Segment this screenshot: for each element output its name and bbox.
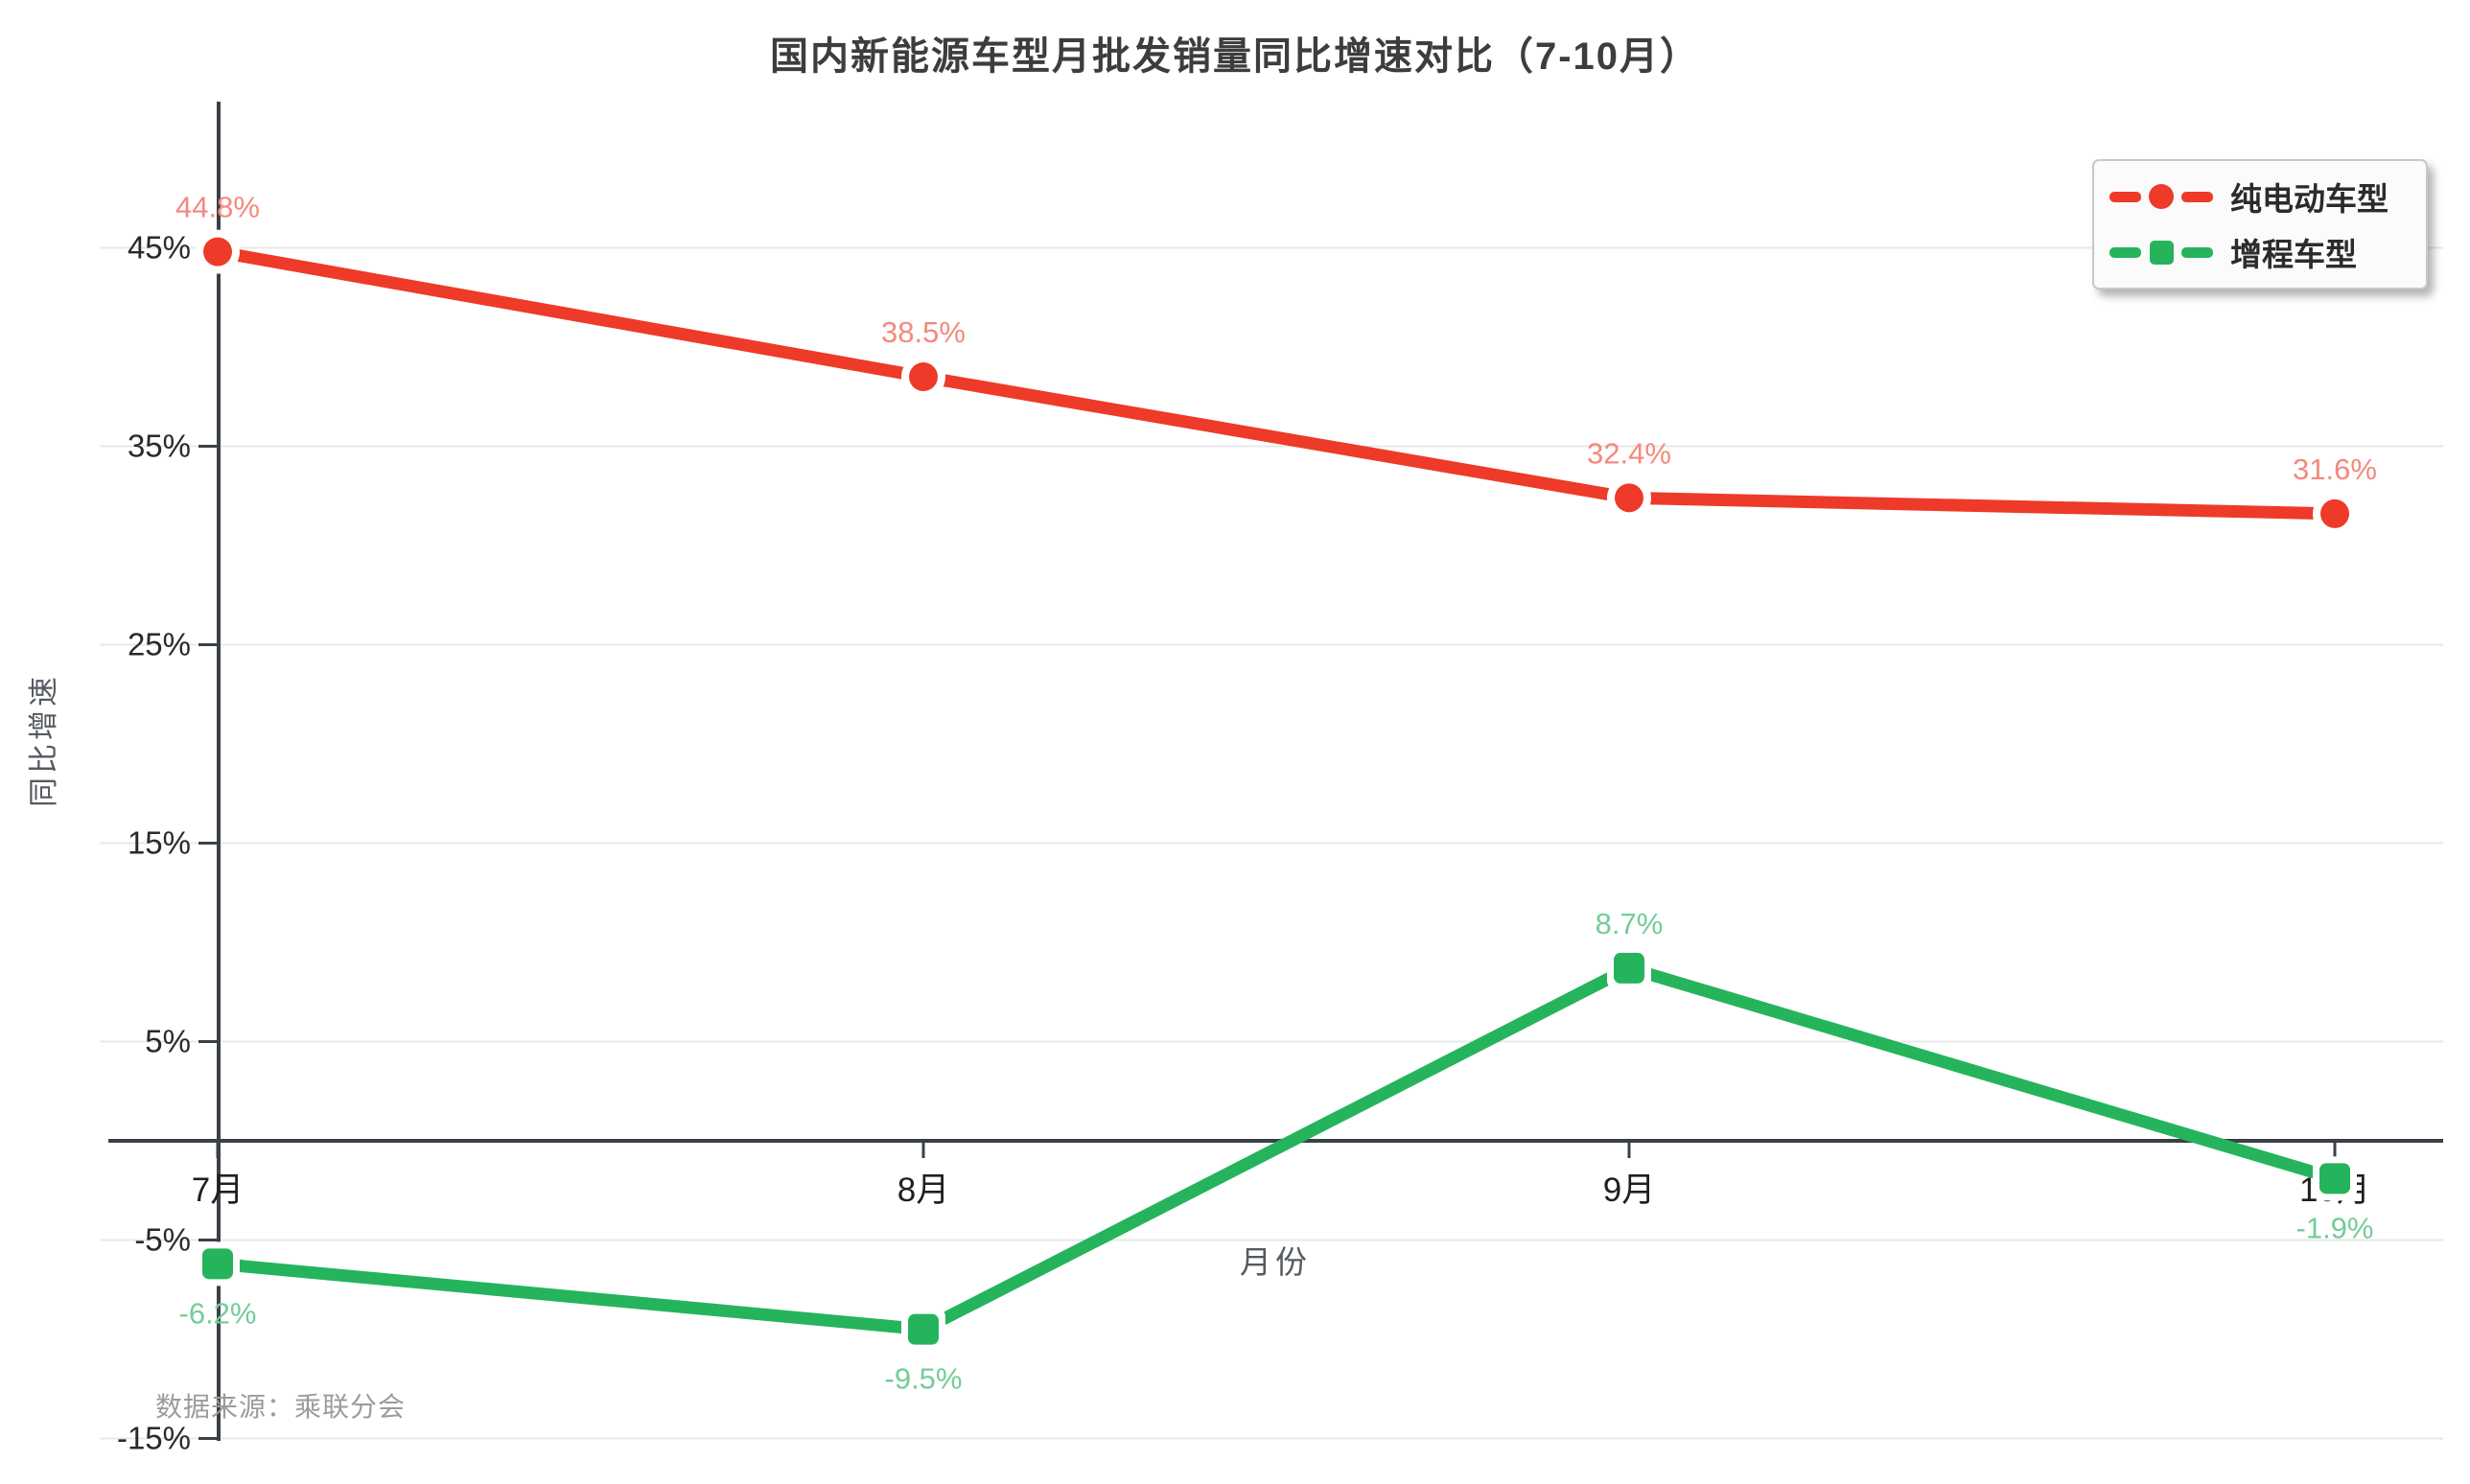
legend-label-bev: 纯电动车型 [2230,181,2388,217]
y-axis-title: 同比增速 [27,673,60,807]
data-point-marker [1615,483,1643,513]
y-tick-label: 5% [145,1024,191,1059]
data-point-label: 31.6% [2293,452,2377,486]
x-axis-title: 月份 [1240,1244,1311,1280]
x-tick-label: 9月 [1603,1171,1655,1209]
data-point-label: 32.4% [1587,436,1671,470]
data-point-marker [909,362,938,392]
data-point-label: -6.2% [179,1296,257,1330]
data-point-marker [203,237,232,267]
data-point-marker [2320,499,2349,528]
data-point-label: 44.8% [175,191,260,224]
source-note: 数据来源：乘联分会 [155,1392,407,1422]
data-point-marker [2319,1163,2350,1194]
data-point-label: 8.7% [1596,907,1664,940]
y-tick-label: 15% [128,825,191,861]
x-tick-label: 8月 [897,1171,949,1209]
legend-item-erev: 增程车型 [2108,227,2412,277]
data-point-marker [908,1313,939,1345]
bev-line-swatch-icon [2109,184,2213,209]
data-point-marker [1614,952,1644,984]
series-line-1 [211,962,2342,1336]
data-point-marker [202,1248,233,1280]
x-tick-label: 7月 [192,1171,244,1209]
series-line-0 [211,245,2342,521]
y-tick-label: 35% [128,429,191,464]
erev-line-swatch-icon [2109,241,2213,265]
data-point-label: 38.5% [881,315,966,349]
data-point-label: -9.5% [885,1362,963,1396]
y-tick-label: -15% [117,1421,191,1456]
y-tick-label: -5% [134,1222,191,1258]
legend-item-bev: 纯电动车型 [2108,172,2412,221]
y-tick-label: 45% [128,230,191,266]
legend-label-erev: 增程车型 [2230,237,2357,272]
data-point-label: -1.9% [2296,1211,2374,1244]
legend-box: 纯电动车型 增程车型 [2092,159,2428,290]
y-tick-label: 25% [128,627,191,662]
chart-title: 国内新能源车型月批发销量同比增速对比（7-10月） [769,35,1701,78]
